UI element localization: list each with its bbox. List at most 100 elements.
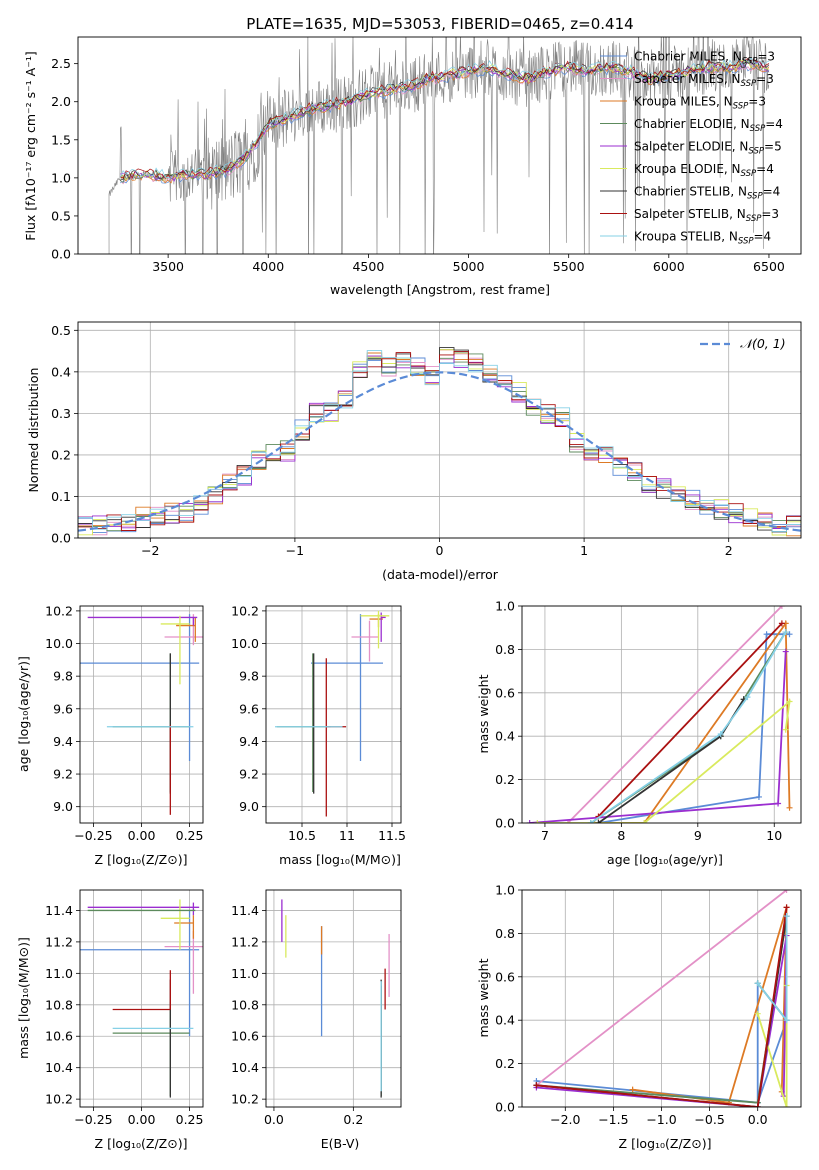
z-mass-xtick-label: 0.00 xyxy=(128,1112,156,1127)
legend-label-chabrier_elodie: Chabrier ELODIE, NSSP=4 xyxy=(634,117,783,134)
legend-subscript: SSP xyxy=(747,192,763,202)
z-mass-xlabel: Z [log₁₀(Z/Z⊙)] xyxy=(95,1136,188,1151)
histogram-frame: −2 −1 0 1 2 0.0 0.1 0.2 0.3 0.4 0.5 𝒩(0, 1) xyxy=(51,321,802,558)
spectrum-xtick-label: 5500 xyxy=(553,259,585,274)
spectrum-frame: 3500 4000 4500 5000 5500 6000 6500 0.0 0.5 1.0 1.5… xyxy=(51,36,802,274)
spectrum-ylabel: Flux [fλ10⁻¹⁷ erg cm⁻² s⁻¹ A⁻¹] xyxy=(23,51,38,240)
weight-z-ytick-label: 0.0 xyxy=(495,1100,515,1115)
weight-age-line-salpeter_miles xyxy=(567,606,783,823)
mass-age-plot-area xyxy=(275,610,390,817)
ebv-mass-ytick-label: 10.4 xyxy=(231,1060,259,1075)
weight-age-line-kroupa_stelib xyxy=(590,631,787,823)
weight-age-xtick-label: 9 xyxy=(694,828,702,843)
weight-z-marker xyxy=(754,1104,761,1107)
z-mass-frame: −0.25 0.00 0.25 10.2 10.4 10.6 10.8 11.0 11.2 11.… xyxy=(45,889,204,1127)
weight-age-marker xyxy=(782,629,789,636)
ebv-mass-ytick-label: 10.2 xyxy=(231,1092,259,1107)
weight-age-ytick-label: 0.0 xyxy=(495,816,515,831)
legend-subscript: SSP xyxy=(738,237,754,247)
weight-z-marker xyxy=(754,1010,761,1017)
weight-z-marker xyxy=(783,913,790,920)
weight-z-marker xyxy=(783,1104,790,1107)
weight-age-marker xyxy=(786,698,793,705)
spectrum-legend: Chabrier MILES, NSSP=3 Salpeter MILES, NS… xyxy=(600,50,783,247)
weight-age-ytick-label: 0.6 xyxy=(495,685,515,700)
histogram-xlabel: (data-model)/error xyxy=(382,567,499,582)
ebv-mass-frame: 0.0 0.2 10.2 10.4 10.6 10.8 11.0 11.2 11.4 xyxy=(231,889,402,1127)
weight-age-marker xyxy=(641,820,648,823)
histogram-ytick-label: 0.3 xyxy=(51,406,71,421)
histogram-xtick-label: 2 xyxy=(725,543,733,558)
spectrum-xtick-label: 6000 xyxy=(653,259,685,274)
spectrum-ytick-label: 2.5 xyxy=(51,56,71,71)
weight-age-marker xyxy=(526,820,533,823)
z-mass-xtick-label: 0.25 xyxy=(176,1112,204,1127)
histogram-xtick-label: −1 xyxy=(286,543,304,558)
spectrum-xlabel: wavelength [Angstrom, rest frame] xyxy=(330,282,550,297)
z-mass-ytick-label: 11.0 xyxy=(45,966,73,981)
legend-label-kroupa_stelib: Kroupa STELIB, NSSP=4 xyxy=(634,230,771,247)
weight-age-ytick-label: 1.0 xyxy=(495,599,515,614)
z-mass-ytick-label: 10.2 xyxy=(45,1092,73,1107)
spectrum-model-kroupa_miles xyxy=(120,60,770,184)
weight-age-marker xyxy=(534,820,541,823)
mass-age-ytick-label: 9.0 xyxy=(239,799,259,814)
spectrum-plot-area xyxy=(108,37,770,254)
legend-count: =3 xyxy=(756,72,774,86)
mass-age-xtick-label: 11.5 xyxy=(378,828,406,843)
weight-z-xtick-label: 0.0 xyxy=(748,1112,768,1127)
z-age-ytick-label: 9.6 xyxy=(53,701,73,716)
weight-z-ytick-label: 0.4 xyxy=(495,1013,515,1028)
ebv-mass-ytick-label: 11.0 xyxy=(231,966,259,981)
weight-z-marker xyxy=(783,890,790,893)
legend-label-normal: 𝒩(0, 1) xyxy=(740,336,786,351)
mass-age-ytick-label: 9.6 xyxy=(239,701,259,716)
legend-count: =5 xyxy=(764,140,782,154)
weight-z-ytick-label: 0.2 xyxy=(495,1056,515,1071)
z-age-xtick-label: 0.00 xyxy=(128,828,156,843)
weight-z-xtick-label: −1.5 xyxy=(598,1112,628,1127)
weight-z-line-salpeter_stelib xyxy=(536,907,788,1107)
z-age-ytick-label: 9.8 xyxy=(53,669,73,684)
weight-z-ytick-label: 0.8 xyxy=(495,926,515,941)
z-age-ytick-label: 9.4 xyxy=(53,734,73,749)
z-age-ytick-label: 9.2 xyxy=(53,767,73,782)
z-age-xlabel: Z [log₁₀(Z/Z⊙)] xyxy=(95,852,188,867)
weight-age-marker xyxy=(717,731,724,738)
mass-age-ytick-label: 9.2 xyxy=(239,767,259,782)
legend-subscript: SSP xyxy=(746,214,762,224)
ebv-mass-xtick-label: 0.2 xyxy=(343,1112,363,1127)
histogram-xtick-label: 0 xyxy=(436,543,444,558)
mass-age-xlabel: mass [log₁₀(M/M⊙)] xyxy=(279,852,401,867)
weight-age-marker xyxy=(782,726,789,733)
mass-age-xtick-label: 10.5 xyxy=(288,828,316,843)
mass-age-frame-rect xyxy=(265,605,402,824)
weight-z-ytick-label: 0.6 xyxy=(495,969,515,984)
spectrum-model-salpeter_stelib xyxy=(119,58,770,180)
weight-z-marker xyxy=(783,904,790,911)
histogram-xtick-label: 1 xyxy=(580,543,588,558)
weight-age-marker xyxy=(595,820,602,823)
weight-age-line-chabrier_miles xyxy=(598,633,790,823)
weight-age-marker xyxy=(778,606,785,609)
weight-age-ytick-label: 0.2 xyxy=(495,772,515,787)
weight-age-frame-rect xyxy=(521,605,802,824)
legend-count: =4 xyxy=(765,117,783,131)
legend-label-salpeter_elodie: Salpeter ELODIE, NSSP=5 xyxy=(634,140,782,157)
ebv-mass-xtick-label: 0.0 xyxy=(264,1112,284,1127)
weight-z-marker xyxy=(754,980,761,987)
weight-age-marker xyxy=(775,800,782,807)
mass-age-ytick-label: 10.2 xyxy=(231,603,259,618)
histogram-ytick-label: 0.2 xyxy=(51,447,71,462)
spectrum-xtick-label: 6500 xyxy=(753,259,785,274)
weight-age-xlabel: age [log₁₀(age/yr)] xyxy=(607,852,723,867)
weight-age-ytick-label: 0.4 xyxy=(495,729,515,744)
spectrum-ytick-label: 1.5 xyxy=(51,132,71,147)
histogram-plot-area xyxy=(78,347,801,538)
histogram-ytick-label: 0.0 xyxy=(51,531,71,546)
histogram-ytick-label: 0.5 xyxy=(51,323,71,338)
spectrum-xtick-label: 4500 xyxy=(352,259,384,274)
spectrum-ytick-label: 0.0 xyxy=(51,247,71,262)
weight-age-xtick-label: 10 xyxy=(766,828,782,843)
